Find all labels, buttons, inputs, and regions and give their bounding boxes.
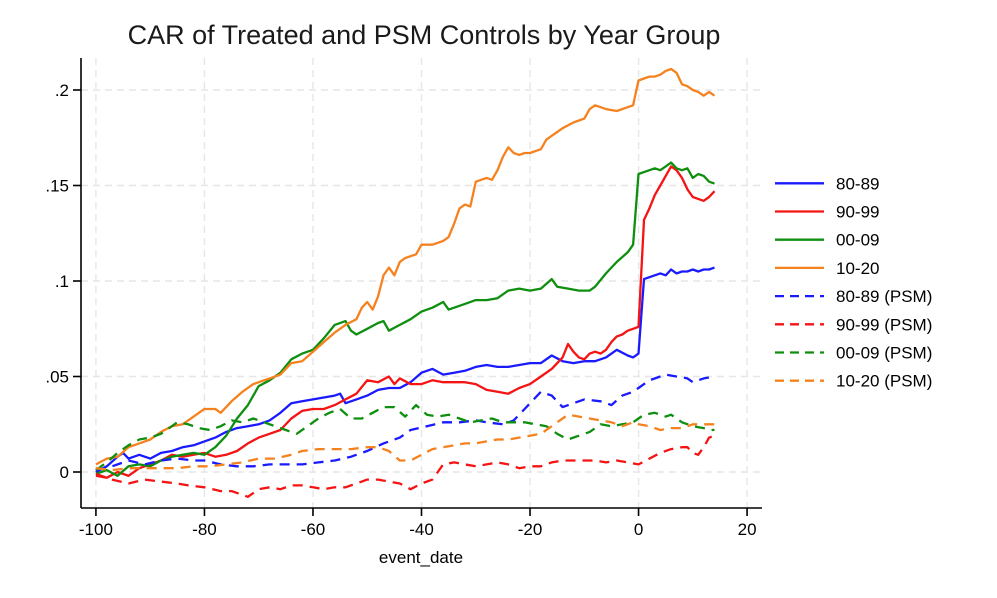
x-tick-label: -60 <box>301 520 326 539</box>
gridlines <box>81 58 762 508</box>
chart-title: CAR of Treated and PSM Controls by Year … <box>128 20 721 50</box>
legend: 80-89 90-99 00-09 10-20 80-89 (PSM) 90-99 (PS… <box>775 174 932 391</box>
series-line-00-09-psm <box>95 403 715 472</box>
legend-item-00-09-psm: 00-09 (PSM) <box>775 344 932 363</box>
series-line-10-20 <box>95 67 716 466</box>
x-tick-label: -100 <box>79 520 113 539</box>
series-line-10-20-psm <box>95 413 715 472</box>
series-lines <box>95 67 716 498</box>
legend-label-10-20-psm: 10-20 (PSM) <box>836 372 932 391</box>
x-tick-label: 20 <box>738 520 757 539</box>
y-tick-label: 0 <box>60 463 69 482</box>
y-tick-label: .1 <box>55 272 69 291</box>
legend-item-10-20-psm: 10-20 (PSM) <box>775 372 932 391</box>
legend-label-80-89: 80-89 <box>836 174 879 193</box>
legend-label-00-09-psm: 00-09 (PSM) <box>836 344 932 363</box>
x-tick-label: -80 <box>192 520 217 539</box>
x-tick-label: -40 <box>409 520 434 539</box>
axes: 0 .05 .1 .15 .2 -100 -80 -60 -40 -20 0 20 <box>45 58 762 539</box>
x-tick-label: -20 <box>518 520 543 539</box>
legend-label-10-20: 10-20 <box>836 259 879 278</box>
legend-item-80-89: 80-89 <box>775 174 879 193</box>
y-tick-label: .05 <box>45 368 69 387</box>
series-line-90-99 <box>95 165 716 479</box>
legend-item-90-99-psm: 90-99 (PSM) <box>775 315 932 334</box>
series-line-80-89-psm <box>95 373 715 472</box>
y-tick-label: .2 <box>55 81 69 100</box>
series-line-80-89 <box>95 266 715 474</box>
legend-label-90-99-psm: 90-99 (PSM) <box>836 315 932 334</box>
x-axis-title: event_date <box>379 548 463 567</box>
legend-item-00-09: 00-09 <box>775 231 879 250</box>
series-line-00-09 <box>95 161 715 477</box>
legend-label-90-99: 90-99 <box>836 203 879 222</box>
legend-label-80-89-psm: 80-89 (PSM) <box>836 287 932 306</box>
legend-item-10-20: 10-20 <box>775 259 879 278</box>
legend-item-90-99: 90-99 <box>775 203 879 222</box>
y-tick-label: .15 <box>45 177 69 196</box>
legend-label-00-09: 00-09 <box>836 231 879 250</box>
legend-item-80-89-psm: 80-89 (PSM) <box>775 287 932 306</box>
series-line-90-99-psm <box>95 434 715 498</box>
x-tick-label: 0 <box>634 520 643 539</box>
